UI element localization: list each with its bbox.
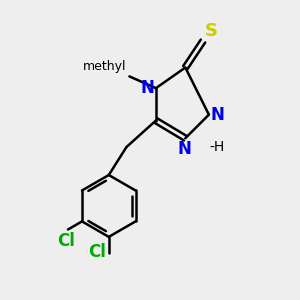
Text: N: N	[140, 79, 154, 97]
Text: Cl: Cl	[88, 243, 106, 261]
Text: methyl: methyl	[83, 60, 126, 74]
Text: S: S	[205, 22, 218, 40]
Text: N: N	[210, 106, 224, 124]
Text: Cl: Cl	[58, 232, 75, 250]
Text: N: N	[178, 140, 192, 158]
Text: -H: -H	[209, 140, 224, 154]
